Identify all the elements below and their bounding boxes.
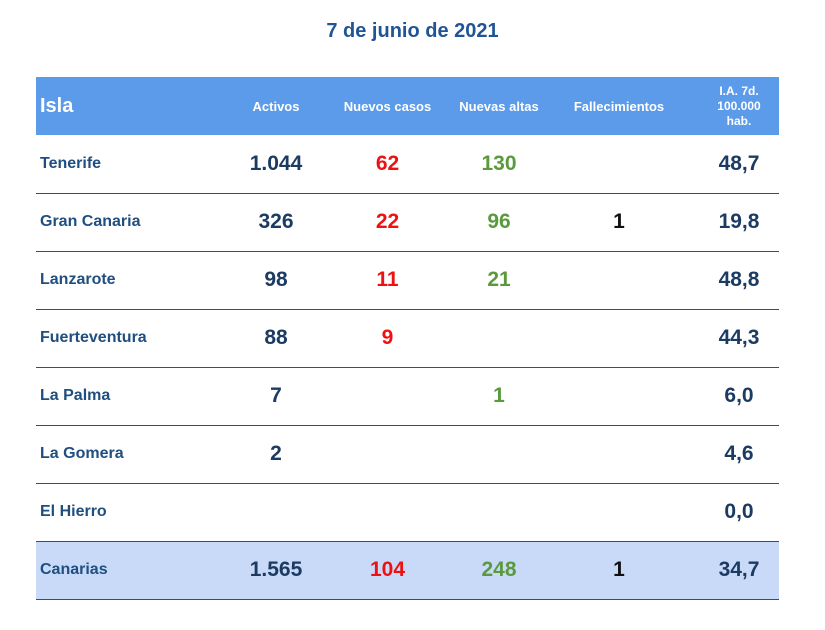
table-row: Lanzarote 98 11 21 48,8 xyxy=(36,251,779,309)
cell-altas: 96 xyxy=(487,210,511,233)
cell-ia: 19,8 xyxy=(718,210,760,233)
cell-ia: 44,3 xyxy=(718,326,760,349)
cell-fallecimientos xyxy=(539,309,699,367)
cell-isla: Lanzarote xyxy=(40,271,116,288)
cell-isla: La Palma xyxy=(40,387,111,404)
cell-fallecimientos xyxy=(539,425,699,483)
total-isla: Canarias xyxy=(40,561,108,578)
total-nuevos: 104 xyxy=(369,558,406,581)
cell-altas xyxy=(459,483,539,541)
header-ia: I.A. 7d. 100.000 hab. xyxy=(699,77,779,135)
page-title: 7 de junio de 2021 xyxy=(326,20,499,42)
cell-activos xyxy=(236,483,316,541)
cell-fallecimientos: 1 xyxy=(613,210,625,233)
cell-nuevos: 22 xyxy=(375,210,400,233)
cell-activos: 7 xyxy=(270,384,282,407)
cell-ia: 48,7 xyxy=(718,151,760,175)
cell-isla: Fuerteventura xyxy=(40,329,147,346)
cell-ia: 0,0 xyxy=(724,500,754,523)
total-activos: 1.565 xyxy=(249,558,303,581)
cell-altas: 21 xyxy=(487,268,511,291)
table-header: Isla Activos Nuevos casos Nuevas altas F… xyxy=(36,77,779,135)
table-row: La Palma 7 1 6,0 xyxy=(36,367,779,425)
table-row: El Hierro 0,0 xyxy=(36,483,779,541)
total-ia: 34,7 xyxy=(718,558,760,581)
cell-fallecimientos xyxy=(539,483,699,541)
cell-altas xyxy=(459,309,539,367)
cell-fallecimientos xyxy=(539,367,699,425)
header-ia-line1: I.A. 7d. xyxy=(719,83,759,98)
total-row: Canarias 1.565 104 248 1 34,7 xyxy=(36,541,779,599)
header-activos: Activos xyxy=(252,98,300,114)
cell-ia: 4,6 xyxy=(724,442,754,465)
table-row: Tenerife 1.044 62 130 48,7 xyxy=(36,135,779,193)
cell-isla: Tenerife xyxy=(40,154,102,172)
table-row: La Gomera 2 4,6 xyxy=(36,425,779,483)
header-isla: Isla xyxy=(40,94,74,117)
cell-activos: 1.044 xyxy=(249,151,303,175)
cell-altas xyxy=(459,425,539,483)
cell-isla: Gran Canaria xyxy=(40,213,141,230)
cell-activos: 88 xyxy=(264,326,288,349)
cell-activos: 2 xyxy=(270,442,282,465)
header-nuevos-casos: Nuevos casos xyxy=(343,98,432,114)
cell-nuevos xyxy=(316,367,459,425)
cell-activos: 98 xyxy=(264,268,288,291)
cell-altas: 130 xyxy=(481,151,517,175)
cell-activos: 326 xyxy=(258,210,294,233)
header-ia-line2: 100.000 xyxy=(717,98,761,113)
cell-altas: 1 xyxy=(493,384,505,407)
cell-isla: La Gomera xyxy=(40,445,124,462)
cell-nuevos: 62 xyxy=(375,151,400,175)
header-ia-line3: hab. xyxy=(726,113,752,128)
cell-fallecimientos xyxy=(539,135,699,193)
cell-fallecimientos xyxy=(539,251,699,309)
cell-ia: 48,8 xyxy=(718,268,760,291)
header-fallecimientos: Fallecimientos xyxy=(573,98,665,114)
cell-nuevos xyxy=(316,483,459,541)
cell-nuevos: 11 xyxy=(376,268,399,291)
cell-isla: El Hierro xyxy=(40,503,107,520)
cell-nuevos: 9 xyxy=(381,326,394,349)
table-row: Gran Canaria 326 22 96 1 19,8 xyxy=(36,193,779,251)
cell-ia: 6,0 xyxy=(724,384,754,407)
total-altas: 248 xyxy=(481,558,517,581)
header-nuevas-altas: Nuevas altas xyxy=(459,98,539,114)
covid-table: Isla Activos Nuevos casos Nuevas altas F… xyxy=(36,77,779,600)
total-fallecimientos: 1 xyxy=(613,558,625,581)
cell-nuevos xyxy=(316,425,459,483)
table-row: Fuerteventura 88 9 44,3 xyxy=(36,309,779,367)
